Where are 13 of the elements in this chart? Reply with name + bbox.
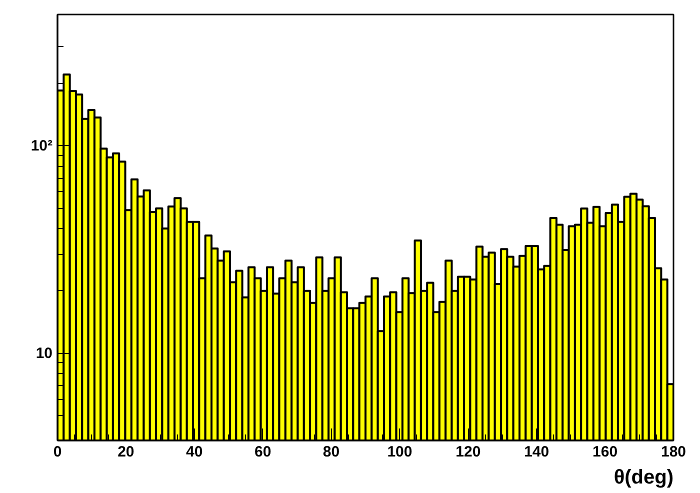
x-tick-label: 180 — [660, 444, 686, 460]
y-tick-label: 10² — [30, 137, 53, 154]
x-tick-label: 20 — [118, 444, 134, 460]
x-tick-label: 40 — [186, 444, 203, 460]
x-tick-label: 140 — [524, 444, 550, 460]
y-tick-label: 10 — [36, 344, 53, 362]
x-tick-label: 0 — [53, 444, 62, 460]
x-tick-label: 120 — [456, 444, 481, 460]
x-tick-label: 60 — [254, 444, 272, 460]
x-tick-label: 160 — [592, 444, 618, 460]
x-tick-label: 100 — [387, 444, 412, 460]
x-axis-title: θ(deg) — [614, 466, 674, 488]
x-tick-label: 80 — [322, 444, 340, 460]
